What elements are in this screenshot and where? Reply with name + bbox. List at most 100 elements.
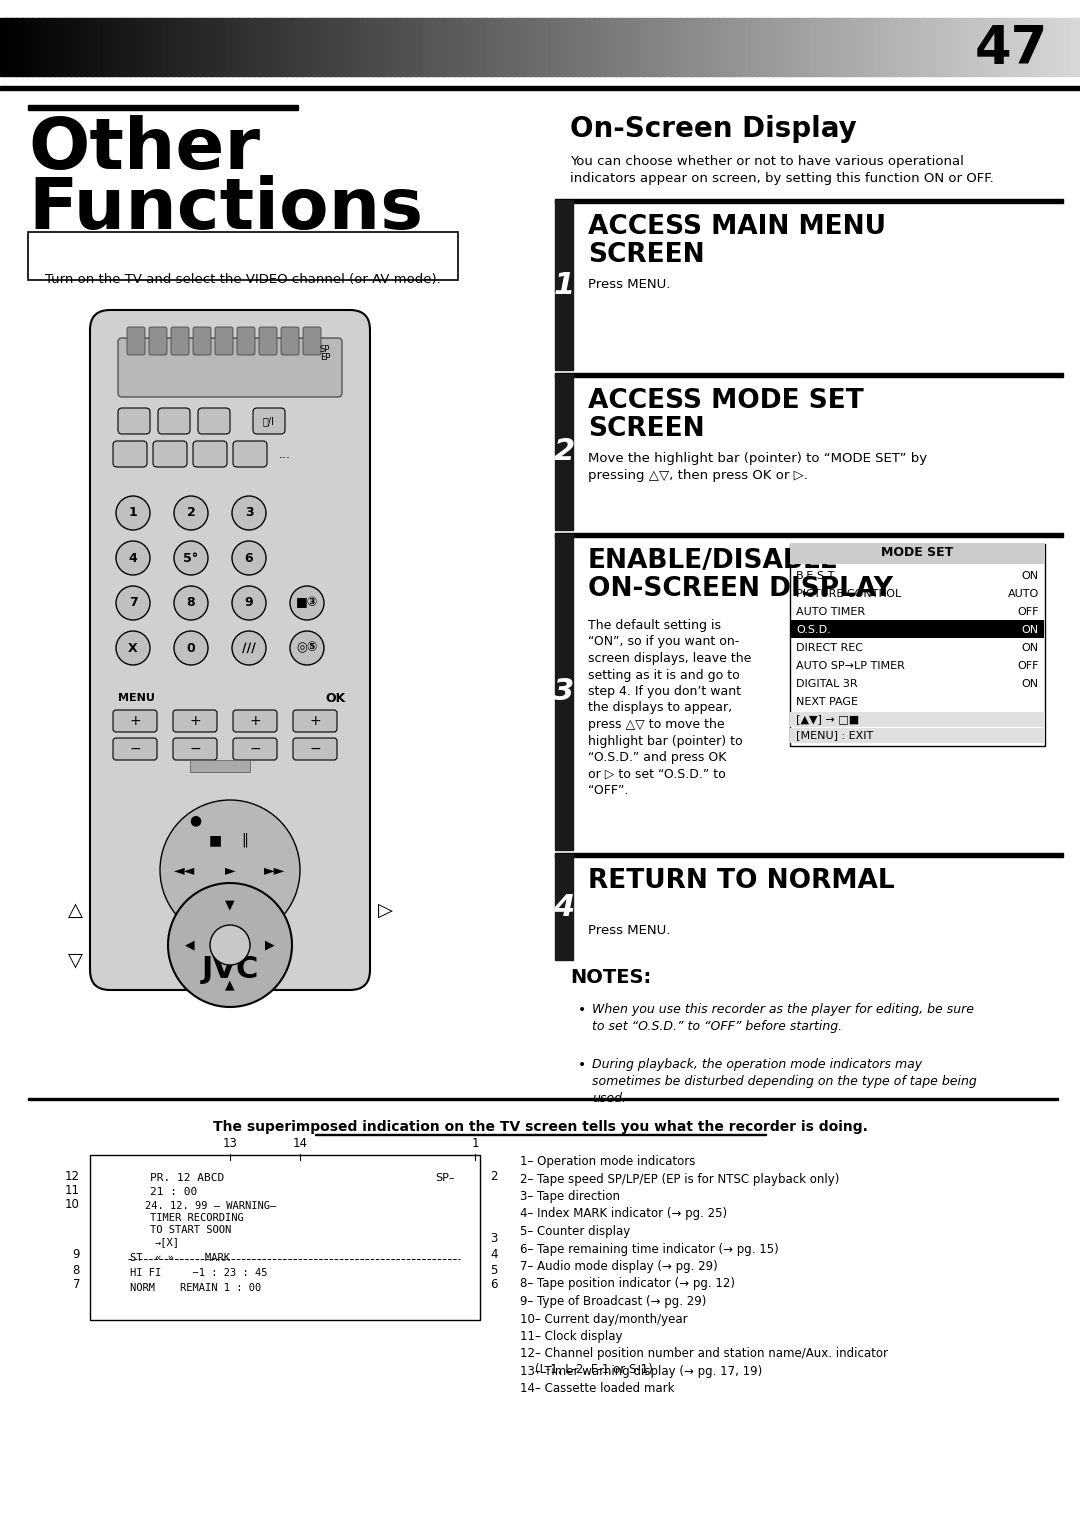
- Bar: [1004, 18, 1011, 76]
- Bar: [491, 18, 498, 76]
- Bar: [254, 18, 260, 76]
- Bar: [880, 18, 887, 76]
- Circle shape: [291, 586, 324, 620]
- Text: ►: ►: [225, 864, 235, 877]
- Bar: [113, 18, 120, 76]
- Bar: [783, 18, 789, 76]
- Text: NEXT PAGE: NEXT PAGE: [796, 697, 858, 707]
- Bar: [983, 18, 989, 76]
- Bar: [999, 18, 1005, 76]
- Text: 11: 11: [65, 1184, 80, 1198]
- Text: 11– Clock display: 11– Clock display: [519, 1331, 622, 1343]
- Bar: [405, 18, 411, 76]
- Bar: [789, 728, 1045, 743]
- Bar: [297, 18, 303, 76]
- Text: ACCESS MODE SET
SCREEN: ACCESS MODE SET SCREEN: [588, 388, 864, 443]
- Text: MENU: MENU: [118, 693, 154, 703]
- Bar: [432, 18, 438, 76]
- Bar: [1031, 18, 1038, 76]
- Circle shape: [160, 800, 300, 940]
- Text: +: +: [249, 714, 260, 728]
- FancyBboxPatch shape: [233, 441, 267, 467]
- Bar: [1048, 18, 1054, 76]
- Text: SP: SP: [320, 345, 330, 354]
- Text: B.E.S.T.: B.E.S.T.: [796, 571, 838, 581]
- Text: 13: 13: [222, 1137, 238, 1151]
- Bar: [923, 18, 930, 76]
- Bar: [378, 18, 384, 76]
- Text: 0: 0: [187, 641, 195, 655]
- Bar: [90, 1155, 480, 1320]
- Bar: [76, 18, 82, 76]
- Bar: [38, 18, 44, 76]
- Bar: [950, 18, 957, 76]
- Bar: [151, 18, 158, 76]
- Bar: [1042, 18, 1049, 76]
- Text: 2: 2: [187, 507, 195, 519]
- Bar: [324, 18, 330, 76]
- Bar: [394, 18, 401, 76]
- Bar: [1026, 18, 1032, 76]
- Bar: [248, 18, 255, 76]
- FancyBboxPatch shape: [233, 739, 276, 760]
- Bar: [416, 18, 422, 76]
- Bar: [0, 18, 6, 76]
- Bar: [81, 18, 87, 76]
- Bar: [194, 18, 201, 76]
- Text: ►►: ►►: [265, 864, 285, 877]
- Circle shape: [291, 630, 324, 665]
- Text: 3– Tape direction: 3– Tape direction: [519, 1190, 620, 1202]
- Text: 12: 12: [65, 1170, 80, 1184]
- Bar: [891, 18, 897, 76]
- Bar: [211, 18, 217, 76]
- Text: OK: OK: [325, 691, 346, 705]
- Bar: [594, 18, 600, 76]
- Bar: [65, 18, 71, 76]
- Bar: [794, 18, 800, 76]
- Bar: [205, 18, 212, 76]
- Bar: [791, 620, 1044, 638]
- Bar: [555, 198, 1063, 203]
- Text: Functions: Functions: [28, 175, 423, 244]
- Bar: [70, 18, 77, 76]
- Text: 13– Timer warning display (→ pg. 17, 19): 13– Timer warning display (→ pg. 17, 19): [519, 1364, 762, 1378]
- Bar: [443, 18, 449, 76]
- Text: 8: 8: [187, 597, 195, 609]
- Bar: [659, 18, 665, 76]
- Bar: [535, 18, 541, 76]
- Text: When you use this recorder as the player for editing, be sure
to set “O.S.D.” to: When you use this recorder as the player…: [592, 1003, 974, 1033]
- Bar: [994, 18, 1000, 76]
- Bar: [108, 18, 114, 76]
- Bar: [956, 18, 962, 76]
- Bar: [178, 18, 185, 76]
- Bar: [140, 18, 147, 76]
- Text: 14: 14: [293, 1137, 308, 1151]
- Bar: [555, 855, 573, 960]
- Text: −: −: [189, 742, 201, 755]
- FancyBboxPatch shape: [173, 710, 217, 732]
- Circle shape: [232, 542, 266, 575]
- Bar: [86, 18, 93, 76]
- Text: ON: ON: [1022, 626, 1039, 635]
- Bar: [162, 18, 168, 76]
- Bar: [707, 18, 714, 76]
- Bar: [270, 18, 276, 76]
- Bar: [173, 18, 179, 76]
- Text: On-Screen Display: On-Screen Display: [570, 114, 856, 143]
- Text: 5°: 5°: [184, 551, 199, 565]
- Bar: [789, 713, 1045, 726]
- FancyBboxPatch shape: [259, 327, 276, 356]
- Bar: [567, 18, 573, 76]
- FancyBboxPatch shape: [193, 441, 227, 467]
- Bar: [400, 18, 406, 76]
- Circle shape: [174, 630, 208, 665]
- Bar: [454, 18, 460, 76]
- Bar: [540, 18, 546, 76]
- Bar: [340, 18, 347, 76]
- Text: The superimposed indication on the TV screen tells you what the recorder is doin: The superimposed indication on the TV sc…: [213, 1120, 867, 1134]
- Text: ‖: ‖: [242, 833, 248, 847]
- Bar: [918, 18, 924, 76]
- Text: PR. 12 ABCD: PR. 12 ABCD: [150, 1173, 225, 1183]
- Text: ▶: ▶: [266, 938, 274, 952]
- Bar: [1058, 18, 1065, 76]
